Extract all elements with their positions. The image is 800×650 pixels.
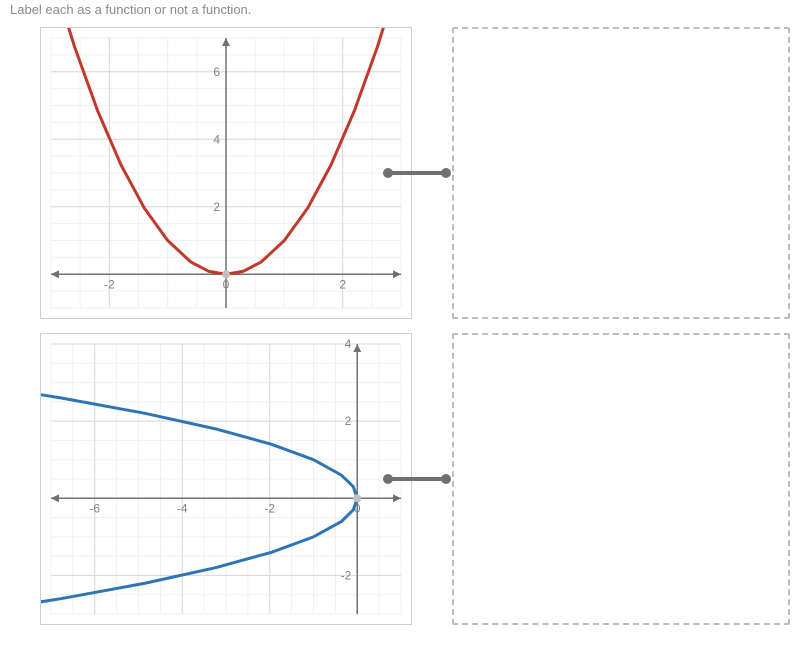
svg-text:2: 2 — [339, 277, 346, 291]
svg-text:4: 4 — [345, 337, 352, 351]
svg-text:-2: -2 — [104, 277, 115, 291]
svg-text:-6: -6 — [89, 501, 100, 515]
svg-text:0: 0 — [223, 277, 230, 291]
connector-dot-left — [383, 168, 393, 178]
graph-svg-1: -2 0 2 2 4 6 — [41, 28, 411, 318]
connector-bar — [388, 171, 446, 175]
connector-bar — [388, 477, 446, 481]
graph-svg-2: -6-4-20-224 — [41, 334, 411, 624]
svg-text:4: 4 — [213, 132, 220, 146]
svg-text:-2: -2 — [341, 568, 352, 582]
worksheet-page: Label each as a function or not a functi… — [0, 2, 800, 625]
connector-dot-left — [383, 474, 393, 484]
instruction-text: Label each as a function or not a functi… — [10, 2, 790, 17]
svg-text:2: 2 — [345, 414, 352, 428]
svg-text:6: 6 — [213, 65, 220, 79]
connector-2 — [382, 464, 452, 494]
dropzone-1[interactable] — [452, 27, 790, 319]
item-row-1: -2 0 2 2 4 6 — [10, 27, 790, 319]
dropzone-2[interactable] — [452, 333, 790, 625]
graph-panel-parabola: -2 0 2 2 4 6 — [40, 27, 412, 319]
connector-dot-right — [441, 168, 451, 178]
connector-1 — [382, 158, 452, 188]
svg-text:-2: -2 — [264, 501, 275, 515]
svg-text:-4: -4 — [177, 501, 188, 515]
svg-text:2: 2 — [213, 200, 220, 214]
graph-panel-sideways: -6-4-20-224 — [40, 333, 412, 625]
connector-dot-right — [441, 474, 451, 484]
item-row-2: -6-4-20-224 — [10, 333, 790, 625]
